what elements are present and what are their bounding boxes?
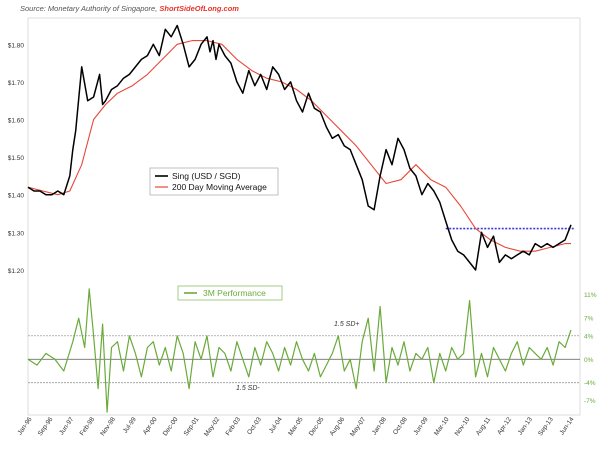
- legend-label-performance: 3M Performance: [203, 288, 266, 298]
- x-tick-label: May-02: [203, 416, 221, 438]
- performance-y-tick-label: 7%: [584, 316, 594, 323]
- price-y-tick-label: $1.70: [8, 80, 25, 87]
- x-tick-label: Jun-97: [58, 416, 75, 437]
- moving-average-line: [27, 40, 571, 252]
- price-legend: Sing (USD / SGD) 200 Day Moving Average: [149, 167, 279, 196]
- x-tick-label: Sep-01: [183, 416, 201, 437]
- price-legend-box: [149, 167, 279, 196]
- annotation-sd-plus: 1.5 SD+: [334, 321, 360, 328]
- annotation-sd-minus: 1.5 SD-: [236, 385, 260, 392]
- moving-average-series: [27, 40, 571, 252]
- price-y-tick-label: $1.40: [8, 193, 25, 200]
- x-axis: Jan-96 Sep-96 Jun-97 Feb-98 Nov-98 Jul-99 Apr-…: [17, 416, 576, 438]
- price-y-tick-label: $1.30: [8, 230, 25, 237]
- source-note: Source: Monetary Authority of Singapore,…: [20, 4, 239, 13]
- performance-y-tick-label: 11%: [584, 292, 597, 299]
- x-tick-label: Oct-08: [392, 416, 409, 436]
- x-tick-label: Oct-03: [246, 416, 263, 436]
- x-tick-label: Jun-14: [559, 416, 576, 437]
- x-tick-label: May-07: [349, 416, 367, 438]
- plot-border: [27, 17, 581, 416]
- performance-line: [27, 288, 572, 413]
- x-tick-label: Jan-08: [371, 416, 388, 437]
- performance-legend-box: [177, 285, 283, 301]
- x-tick-label: Jul-04: [268, 416, 284, 435]
- x-tick-label: Jan-96: [17, 416, 34, 437]
- x-tick-label: Aug-06: [329, 416, 347, 437]
- performance-y-axis: 11% 7% 4% 0% -4% -7%: [584, 292, 597, 405]
- x-tick-label: Mar-10: [433, 416, 451, 437]
- source-prefix: Source: Monetary Authority of Singapore,: [20, 4, 159, 13]
- x-tick-label: Nov-10: [454, 416, 472, 437]
- source-brand: ShortSideOfLong.com: [159, 4, 239, 13]
- x-tick-label: Jul-99: [122, 416, 138, 435]
- x-tick-label: Feb-03: [225, 416, 243, 437]
- plot-frame: [27, 17, 581, 416]
- performance-series: [27, 288, 572, 413]
- performance-y-tick-label: -4%: [584, 380, 596, 387]
- legend-label-ma: 200 Day Moving Average: [172, 182, 267, 192]
- x-tick-label: Nov-98: [99, 416, 117, 437]
- price-line: [27, 24, 572, 271]
- performance-reference-lines: [28, 335, 580, 384]
- x-tick-label: Feb-98: [79, 416, 97, 437]
- price-series: [27, 24, 572, 271]
- performance-y-tick-label: 0%: [584, 357, 594, 364]
- x-tick-label: Sep-13: [537, 416, 555, 437]
- x-tick-label: Jan-13: [517, 416, 534, 437]
- performance-y-tick-label: 4%: [584, 333, 594, 340]
- price-y-tick-label: $1.20: [8, 268, 25, 275]
- x-tick-label: Apr-00: [142, 416, 159, 436]
- price-y-tick-label: $1.50: [8, 155, 25, 162]
- x-tick-label: Apr-12: [496, 416, 513, 436]
- x-tick-label: Dec-00: [162, 416, 180, 437]
- price-y-axis: $1.20 $1.30 $1.40 $1.50 $1.60 $1.70 $1.80: [8, 42, 25, 275]
- price-y-tick-label: $1.80: [8, 42, 25, 49]
- x-tick-label: Dec-05: [308, 416, 326, 437]
- x-tick-label: Aug-11: [475, 416, 493, 437]
- performance-legend: 3M Performance: [177, 285, 283, 301]
- x-tick-label: Jun-09: [413, 416, 430, 437]
- price-y-tick-label: $1.60: [8, 118, 25, 125]
- legend-label-price: Sing (USD / SGD): [172, 171, 241, 181]
- x-tick-label: Mar-05: [287, 416, 305, 437]
- x-tick-label: Sep-96: [37, 416, 55, 437]
- performance-y-tick-label: -7%: [584, 398, 596, 405]
